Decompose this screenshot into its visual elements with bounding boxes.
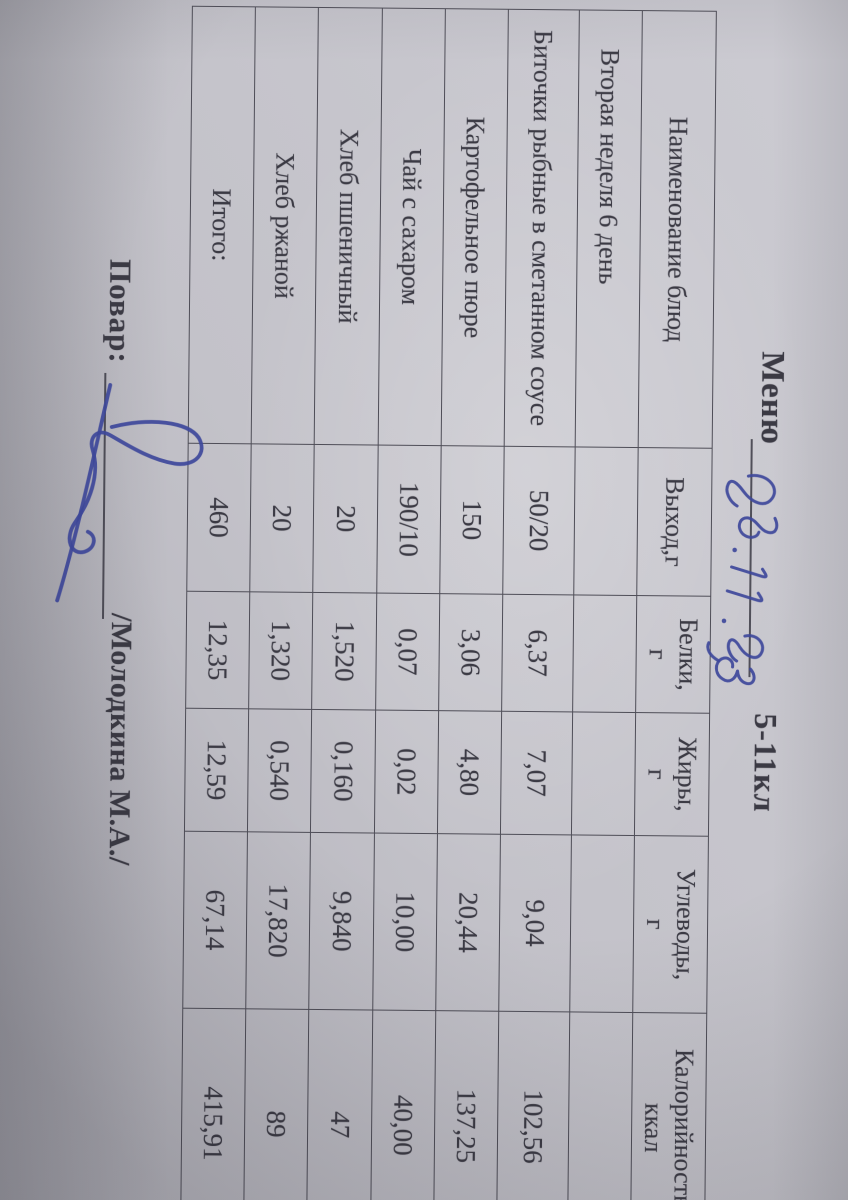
- table-row-dish: Чай с сахаром 190/10 0,07 0,02 10,00 40,…: [370, 8, 446, 1200]
- table-row-dish: Биточки рыбные в сметанном соусе 50/20 6…: [496, 9, 580, 1200]
- cook-signature-ink: [55, 383, 204, 603]
- table-row-week-label: Вторая неделя 6 день: [567, 9, 643, 1200]
- menu-title: Меню: [753, 351, 791, 446]
- column-header-fats: Жиры, г: [634, 712, 710, 837]
- table-row-total: Итого: 460 12,35 12,59 67,14 415,91: [180, 6, 256, 1200]
- table-row-dish: Картофельное пюре 150 3,06 4,80 20,44 13…: [433, 8, 509, 1200]
- table-row-dish: Хлеб пшеничный 20 1,520 0,160 9,840 47: [306, 7, 383, 1200]
- column-header-calories: Калорийность ккал: [630, 1012, 707, 1200]
- column-header-output: Выход,г: [636, 447, 713, 597]
- column-header-carbs: Углеводы, г: [632, 835, 709, 1014]
- cook-name: /Молодкина М.А./: [102, 612, 139, 866]
- table-row-dish: Хлеб ржаной 20 1,320 0,540 17,820 89: [243, 6, 319, 1200]
- column-header-proteins: Белки, г: [635, 595, 711, 714]
- column-header-dish-name: Наименование блюд: [638, 10, 717, 449]
- table-header-row: Наименование блюд Выход,г Белки, г Жиры, г…: [630, 10, 717, 1200]
- cook-signature-underline: [101, 372, 107, 619]
- class-range-label: 5-11кл: [747, 713, 785, 813]
- handwritten-date-ink: [706, 473, 779, 686]
- date-underline: [748, 439, 753, 678]
- menu-table: Наименование блюд Выход,г Белки, г Жиры, г…: [180, 6, 717, 1200]
- cook-label: Повар:: [102, 258, 139, 364]
